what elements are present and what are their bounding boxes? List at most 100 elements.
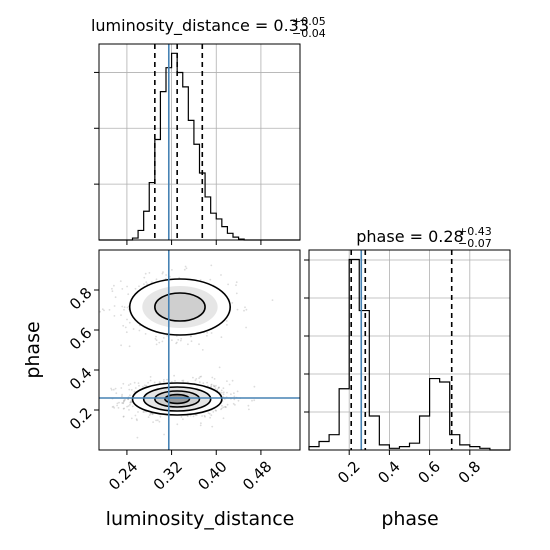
posterior-sample-point [180, 416, 183, 418]
posterior-sample-point [158, 381, 161, 383]
posterior-sample-point [122, 415, 125, 418]
posterior-sample-point [99, 310, 101, 313]
posterior-sample-point [134, 287, 137, 290]
posterior-sample-point [115, 392, 118, 395]
posterior-sample-point [159, 415, 162, 418]
posterior-sample-point [222, 417, 225, 420]
posterior-sample-point [226, 380, 228, 382]
luminosity-distance-histogram-steps [99, 52, 300, 241]
posterior-sample-point [161, 340, 164, 343]
posterior-sample-point [232, 402, 235, 405]
posterior-sample-point [222, 391, 225, 394]
posterior-sample-point [132, 328, 135, 330]
posterior-sample-point [134, 387, 137, 389]
posterior-sample-point [73, 394, 75, 396]
posterior-sample-point [220, 407, 223, 410]
density-panel-frame [98, 249, 301, 451]
posterior-sample-point [122, 407, 125, 410]
posterior-sample-point [125, 331, 128, 334]
posterior-sample-point [135, 418, 138, 421]
luminosity-distance-x-tick-label-0: 0.24 [105, 458, 141, 494]
posterior-sample-point [176, 423, 179, 426]
phase-histogram-ticks [304, 259, 471, 455]
posterior-sample-point [212, 384, 215, 387]
posterior-sample-point [231, 379, 234, 382]
posterior-sample-point [126, 318, 128, 321]
posterior-sample-point [121, 305, 124, 308]
posterior-sample-point [200, 375, 203, 378]
phase-x-tick-label-3: 0.8 [455, 458, 485, 488]
posterior-sample-point [121, 395, 123, 398]
posterior-sample-point [253, 385, 256, 388]
luminosity-distance-title-lower-error: −0.04 [292, 27, 326, 40]
posterior-sample-point [116, 404, 118, 407]
posterior-sample-point [103, 309, 105, 312]
posterior-sample-point [210, 385, 213, 388]
posterior-sample-point [147, 381, 150, 384]
phase-quantile-lines [350, 250, 453, 450]
posterior-sample-point [118, 401, 120, 404]
posterior-sample-point [224, 406, 226, 408]
posterior-sample-point [149, 379, 152, 382]
posterior-sample-point [214, 387, 217, 390]
posterior-sample-point [198, 377, 201, 379]
posterior-sample-point [143, 276, 146, 279]
posterior-sample-point [222, 387, 225, 390]
posterior-sample-point [120, 387, 123, 389]
posterior-sample-point [189, 335, 192, 338]
posterior-sample-point [138, 285, 140, 288]
posterior-sample-point [124, 398, 126, 401]
posterior-sample-point [210, 414, 213, 417]
density-contour-lines [128, 278, 232, 416]
posterior-sample-point [127, 398, 129, 401]
posterior-sample-point [114, 387, 117, 390]
posterior-sample-point [129, 394, 131, 397]
phase-x-tick-label-0: 0.2 [334, 458, 364, 488]
posterior-sample-point [143, 384, 146, 387]
phase-title-upper-error: +0.43 [458, 225, 492, 238]
posterior-sample-point [222, 393, 225, 396]
luminosity-distance-title: luminosity_distance = 0.33 [91, 16, 309, 36]
posterior-sample-point [243, 309, 245, 312]
posterior-sample-point [213, 378, 216, 380]
posterior-sample-point [225, 406, 227, 409]
posterior-sample-point [201, 415, 204, 417]
posterior-sample-point [220, 389, 223, 392]
phase-x-tick-labels: 0.2 0.4 0.6 0.8 [334, 458, 484, 488]
posterior-sample-point [236, 390, 239, 393]
posterior-sample-point [123, 399, 126, 402]
luminosity-distance-vs-phase-panel: 0.24 0.32 0.40 0.48 0.2 0.4 0.6 0.8 luminosity… [22, 249, 301, 530]
posterior-sample-point [128, 409, 130, 411]
luminosity-distance-histogram-ticks [94, 71, 262, 245]
posterior-sample-point [101, 308, 104, 311]
posterior-sample-point [149, 412, 152, 415]
phase-title-lower-error: −0.07 [458, 237, 492, 250]
posterior-sample-point [198, 343, 200, 346]
posterior-sample-point [113, 284, 115, 287]
posterior-sample-point [124, 326, 127, 329]
posterior-sample-point [151, 412, 154, 415]
posterior-sample-point [177, 338, 180, 341]
posterior-sample-point [121, 393, 123, 396]
posterior-sample-point [251, 399, 253, 402]
posterior-sample-point [201, 349, 204, 351]
lower-mode-contour-2 [154, 390, 201, 408]
phase-y-tick-label-3: 0.8 [66, 284, 96, 314]
posterior-sample-point [173, 374, 176, 377]
posterior-sample-point [186, 415, 189, 418]
posterior-sample-point [120, 344, 122, 347]
posterior-sample-point [190, 335, 193, 338]
posterior-sample-point [142, 411, 145, 413]
posterior-sample-point [211, 376, 214, 379]
posterior-sample-point [133, 381, 136, 384]
posterior-sample-point [149, 376, 152, 378]
posterior-sample-point [175, 342, 178, 345]
density-panel-ticks [94, 289, 262, 455]
posterior-sample-point [211, 425, 214, 428]
posterior-sample-point [111, 406, 114, 408]
posterior-sample-point [194, 379, 197, 382]
posterior-sample-point [126, 285, 128, 288]
phase-y-tick-labels: 0.2 0.4 0.6 0.8 [66, 284, 96, 434]
posterior-sample-point [158, 420, 161, 423]
posterior-sample-point [207, 412, 210, 414]
